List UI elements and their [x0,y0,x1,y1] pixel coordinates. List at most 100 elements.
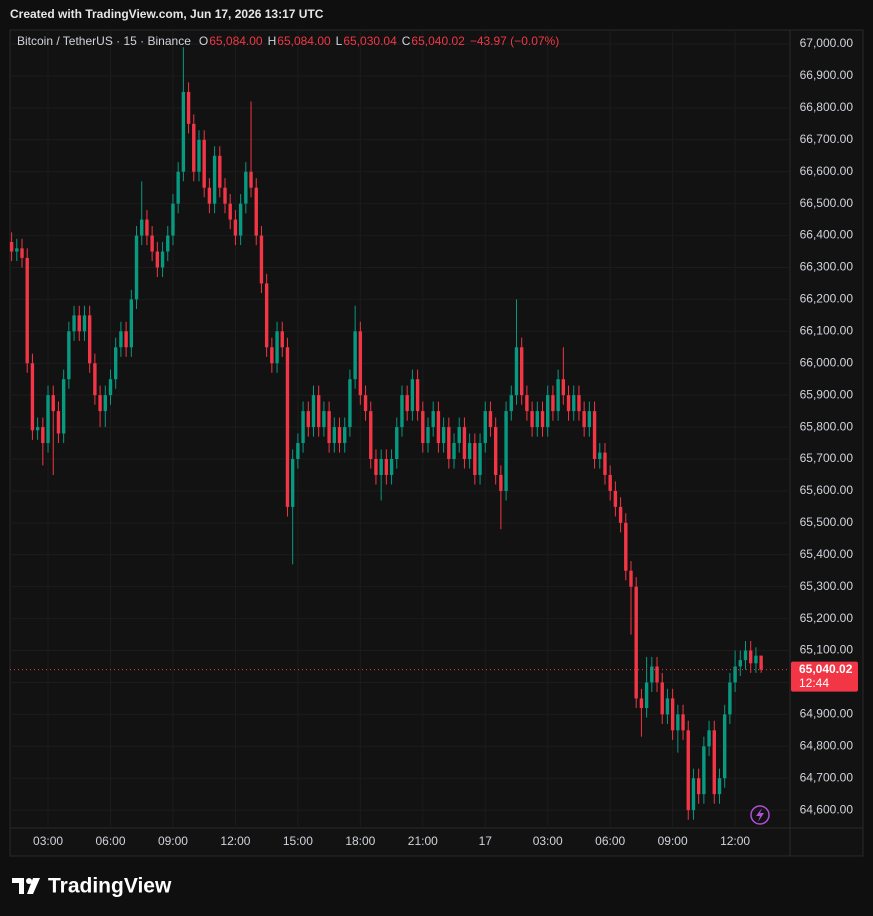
candle-body [145,219,149,236]
candle-body [660,682,664,715]
candle-body [405,395,409,412]
candle-body [181,91,186,172]
legend-key: O [199,34,208,48]
candle-body [749,650,753,664]
candle-body [15,248,19,252]
candle-body [56,411,61,434]
candle-body [369,411,373,460]
y-tick-label: 66,800.00 [800,100,854,114]
candle-body [738,660,742,667]
candle-body [306,411,310,428]
candle-body [639,698,644,708]
candle-body [87,315,92,364]
candle-body [592,411,597,460]
candle-body [389,459,394,475]
x-tick-label: 03:00 [533,834,563,848]
legend-key: L [336,34,343,48]
candle-body [270,347,274,364]
candle-body [457,427,461,444]
candle-body [712,730,716,795]
last-price-label: 65,040.02 [799,662,853,676]
candle-body [728,682,732,715]
candle-body [223,187,227,204]
candle-body [514,347,519,396]
x-tick-label: 09:00 [658,834,688,848]
y-tick-label: 66,300.00 [800,260,854,274]
candle-body [634,586,638,699]
legend-symbol: Bitcoin / TetherUS · 15 · Binance [17,34,191,48]
candle-body [197,139,201,172]
x-tick-label: 12:00 [220,834,250,848]
candle-body [124,331,128,348]
candle-body [316,395,321,428]
candle-body [483,411,487,444]
candle-body [285,347,290,507]
candle-body [20,248,24,258]
legend: Bitcoin / TetherUS · 15 · Binance O 65,08… [17,34,559,48]
candle-body [561,379,566,396]
candle-body [519,347,524,396]
candle-body [176,171,180,204]
candle-body [447,427,451,460]
candle-body [410,379,415,412]
candle-body [717,778,722,795]
candle-body [207,187,212,204]
candle-body [499,474,503,491]
candle-body [613,490,618,507]
candle-body [98,395,102,412]
candle-body [608,474,612,491]
candle-body [676,714,680,731]
y-tick-label: 65,100.00 [800,643,854,657]
x-tick-label: 06:00 [595,834,625,848]
y-tick-label: 66,400.00 [800,228,854,242]
candle-body [249,171,253,188]
legend-value: 65,040.02 [411,34,465,48]
candle-body [9,241,14,252]
candle-body [681,714,685,731]
candle-body [202,139,206,188]
candle-body [311,395,316,428]
legend-value: 65,030.04 [343,34,397,48]
candle-body [655,666,659,683]
candle-body [618,506,623,523]
candle-body [171,203,175,236]
candle-body [551,395,555,412]
candle-body [577,395,581,412]
candle-body [525,395,529,412]
candle-body [379,459,383,475]
candle-body [431,411,435,428]
y-tick-label: 66,700.00 [800,132,854,146]
candle-body [254,187,258,236]
candle-body [322,411,326,428]
candle-body [530,411,534,428]
candle-body [332,427,337,444]
chart-frame [9,29,864,857]
candle-body [46,395,50,444]
candle-body [244,171,248,204]
x-tick-label: 18:00 [345,834,375,848]
candle-body [566,395,571,412]
alert-icon[interactable] [750,805,770,825]
candle-body [587,411,592,428]
legend-key: C [402,34,411,48]
candle-body [384,459,389,475]
candle-body [540,411,545,428]
candle-body [400,395,404,428]
candle-body [733,666,737,683]
candle-body [702,746,706,795]
candle-body [546,395,550,428]
candle-body [134,235,139,300]
candle-body [707,730,711,747]
y-tick-label: 64,900.00 [800,707,854,721]
candle-body [119,331,123,348]
candle-body [238,203,243,236]
candle-body [228,203,232,220]
candle-body [509,395,513,412]
candle-body [67,331,71,380]
candle-body [25,257,29,364]
y-tick-label: 65,900.00 [800,387,854,401]
y-tick-label: 64,800.00 [800,738,854,752]
candle-body [462,427,467,460]
candle-body [61,379,66,434]
candle-body [504,411,508,491]
